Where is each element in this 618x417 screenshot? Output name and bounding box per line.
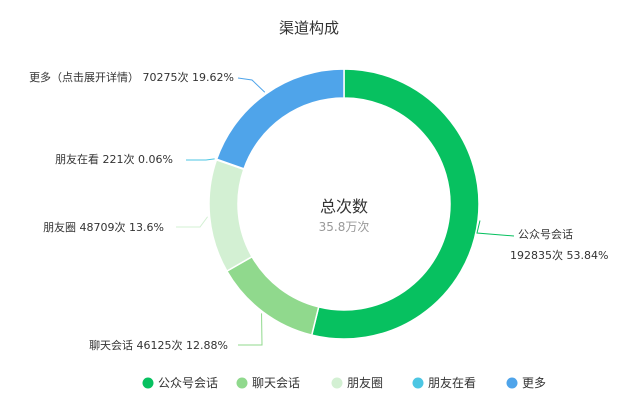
legend-label-1: 聊天会话	[252, 376, 300, 390]
legend-marker-1	[236, 377, 248, 389]
slice-0[interactable]	[310, 68, 480, 340]
legend-item-2[interactable]: 朋友圈	[331, 376, 384, 390]
legend-label-2: 朋友圈	[347, 376, 383, 390]
slice-1[interactable]	[225, 255, 320, 336]
leader-line-4	[237, 77, 266, 93]
legend-marker-0	[142, 377, 154, 389]
slice-label-4: 更多（点击展开详情） 70275次 19.62%	[29, 70, 234, 84]
slice-label-3: 朋友在看 221次 0.06%	[55, 152, 173, 166]
legend-item-0[interactable]: 公众号会话	[142, 376, 219, 390]
legend-marker-4	[506, 377, 518, 389]
slice-label-0: 公众号会话	[518, 228, 573, 241]
legend-item-1[interactable]: 聊天会话	[236, 376, 301, 390]
slice-2[interactable]	[208, 158, 254, 273]
slice-4[interactable]	[215, 68, 345, 170]
center-total-value: 35.8万次	[319, 220, 370, 234]
chart-title: 渠道构成	[279, 19, 339, 37]
slice-label-value-0: 192835次 53.84%	[510, 248, 608, 262]
leader-line-0	[476, 220, 515, 237]
legend-label-3: 朋友在看	[428, 376, 476, 390]
center-title: 总次数	[320, 197, 368, 216]
legend-item-4[interactable]: 更多	[506, 376, 547, 390]
leader-line-1	[238, 313, 263, 346]
slice-label-2: 朋友圈 48709次 13.6%	[43, 220, 164, 234]
legend-item-3[interactable]: 朋友在看	[412, 376, 477, 390]
legend-marker-2	[331, 377, 343, 389]
legend-label-0: 公众号会话	[158, 376, 218, 390]
legend-marker-3	[412, 377, 424, 389]
leader-line-3	[186, 158, 215, 161]
legend-label-4: 更多	[522, 376, 546, 390]
slice-label-1: 聊天会话 46125次 12.88%	[89, 338, 228, 352]
leader-line-2	[176, 216, 208, 228]
